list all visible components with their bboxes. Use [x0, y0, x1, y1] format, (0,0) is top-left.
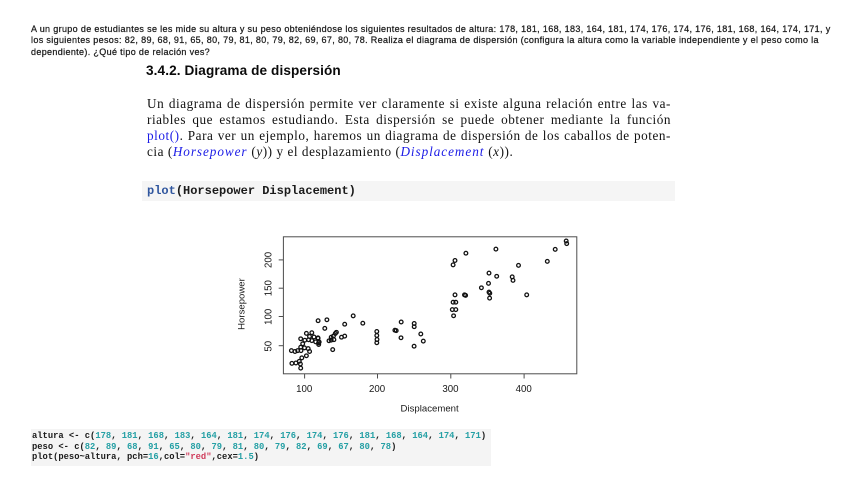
svg-text:Displacement: Displacement	[401, 404, 459, 415]
svg-text:150: 150	[263, 280, 274, 297]
svg-text:200: 200	[263, 251, 274, 268]
svg-text:100: 100	[263, 308, 274, 325]
svg-text:200: 200	[369, 384, 386, 395]
svg-text:300: 300	[442, 384, 459, 395]
svg-text:50: 50	[263, 340, 274, 351]
svg-text:100: 100	[296, 384, 313, 395]
svg-text:400: 400	[516, 384, 533, 395]
svg-text:Horsepower: Horsepower	[236, 277, 247, 330]
